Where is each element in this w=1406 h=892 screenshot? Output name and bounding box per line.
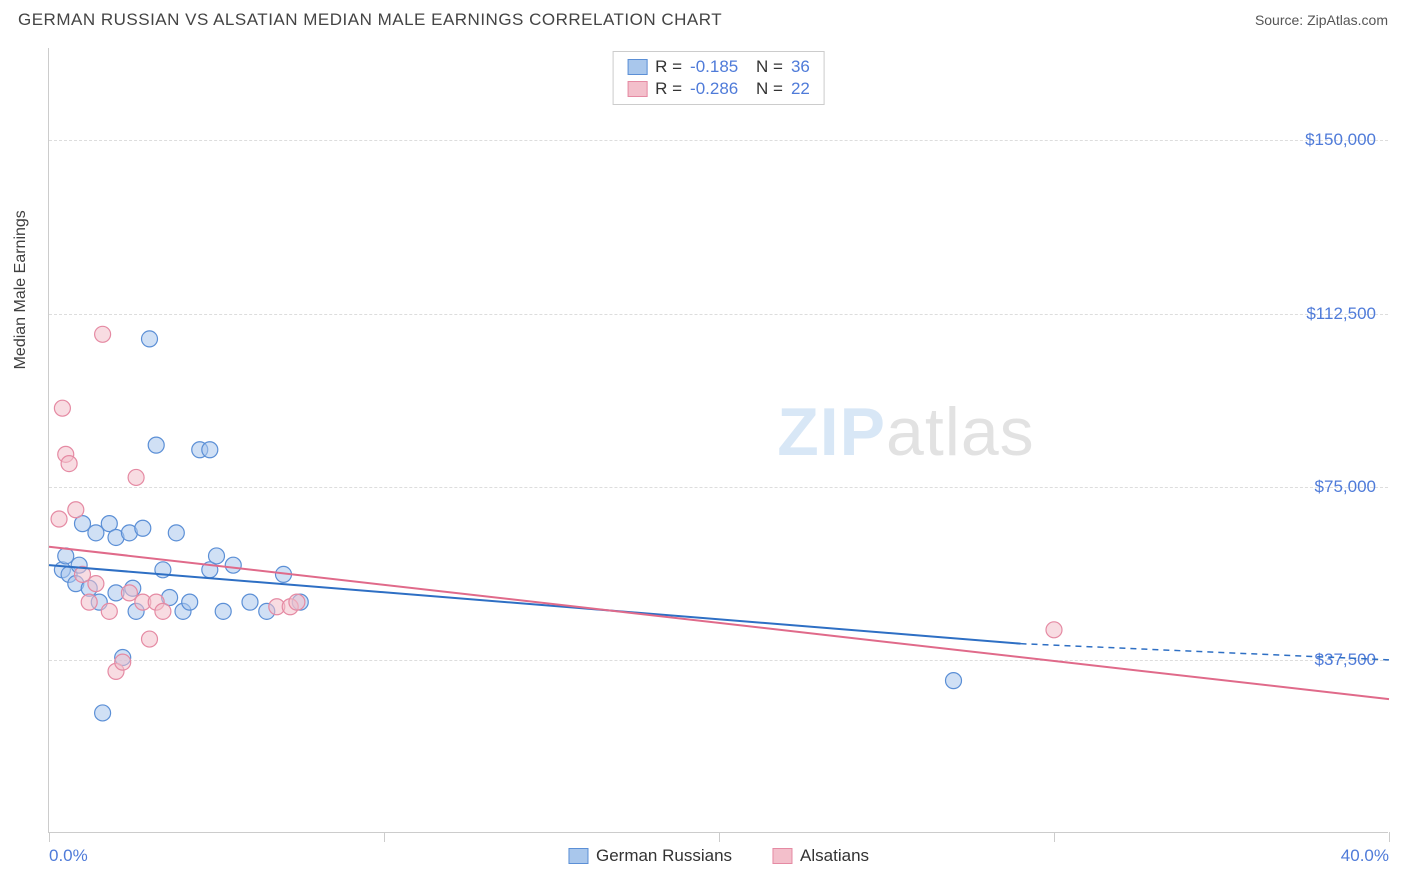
data-point	[946, 673, 962, 689]
y-axis-label: Median Male Earnings	[12, 210, 30, 369]
data-point	[88, 525, 104, 541]
data-point	[289, 594, 305, 610]
scatter-svg	[49, 48, 1388, 832]
r-value: -0.185	[690, 57, 748, 77]
source-attribution: Source: ZipAtlas.com	[1255, 12, 1388, 28]
n-label: N =	[756, 79, 783, 99]
legend-swatch	[772, 848, 792, 864]
chart-title: GERMAN RUSSIAN VS ALSATIAN MEDIAN MALE E…	[18, 10, 722, 30]
x-tick-label: 40.0%	[1341, 846, 1389, 866]
data-point	[155, 603, 171, 619]
x-tick-mark	[719, 832, 720, 842]
data-point	[215, 603, 231, 619]
n-label: N =	[756, 57, 783, 77]
series-legend-item: Alsatians	[772, 846, 869, 866]
x-tick-mark	[49, 832, 50, 842]
correlation-legend-row: R = -0.286 N = 22	[627, 78, 810, 100]
data-point	[209, 548, 225, 564]
x-tick-mark	[1054, 832, 1055, 842]
data-point	[61, 456, 77, 472]
data-point	[148, 437, 164, 453]
x-tick-label: 0.0%	[49, 846, 88, 866]
chart-header: GERMAN RUSSIAN VS ALSATIAN MEDIAN MALE E…	[0, 0, 1406, 36]
x-tick-mark	[384, 832, 385, 842]
legend-swatch	[627, 81, 647, 97]
data-point	[135, 520, 151, 536]
correlation-legend: R = -0.185 N = 36 R = -0.286 N = 22	[612, 51, 825, 105]
data-point	[101, 603, 117, 619]
legend-swatch	[627, 59, 647, 75]
data-point	[58, 548, 74, 564]
data-point	[202, 442, 218, 458]
data-point	[54, 400, 70, 416]
trend-line-extrapolated	[1021, 644, 1390, 660]
data-point	[81, 594, 97, 610]
data-point	[95, 705, 111, 721]
r-value: -0.286	[690, 79, 748, 99]
data-point	[1046, 622, 1062, 638]
series-name: Alsatians	[800, 846, 869, 866]
chart-plot-area: Median Male Earnings ZIPatlas $37,500$75…	[48, 48, 1388, 833]
series-name: German Russians	[596, 846, 732, 866]
data-point	[182, 594, 198, 610]
x-tick-mark	[1389, 832, 1390, 842]
n-value: 22	[791, 79, 810, 99]
source-value: ZipAtlas.com	[1307, 12, 1388, 28]
data-point	[128, 469, 144, 485]
source-label: Source:	[1255, 12, 1307, 28]
data-point	[51, 511, 67, 527]
n-value: 36	[791, 57, 810, 77]
data-point	[242, 594, 258, 610]
data-point	[68, 502, 84, 518]
data-point	[168, 525, 184, 541]
series-legend-item: German Russians	[568, 846, 732, 866]
correlation-legend-row: R = -0.185 N = 36	[627, 56, 810, 78]
series-legend: German Russians Alsatians	[568, 846, 869, 866]
data-point	[142, 631, 158, 647]
r-label: R =	[655, 57, 682, 77]
data-point	[115, 654, 131, 670]
data-point	[121, 585, 137, 601]
data-point	[88, 576, 104, 592]
data-point	[95, 326, 111, 342]
trend-line	[49, 547, 1389, 699]
r-label: R =	[655, 79, 682, 99]
data-point	[225, 557, 241, 573]
data-point	[142, 331, 158, 347]
legend-swatch	[568, 848, 588, 864]
